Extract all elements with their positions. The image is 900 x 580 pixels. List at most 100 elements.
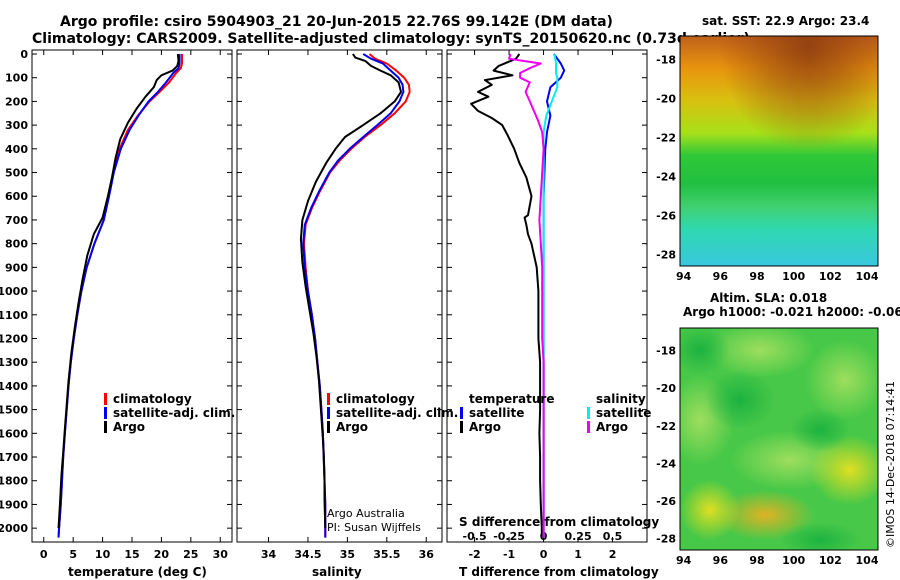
salinity-panel-frame <box>236 49 443 543</box>
depth-tick-label: 700 <box>5 214 28 227</box>
series-line-salinity-satellite <box>542 53 559 538</box>
legend-swatch-s-satellite <box>587 407 590 419</box>
map-y-tick-label: -26 <box>656 495 676 508</box>
s-diff-tick-label: 0.5 <box>603 530 623 543</box>
x-tick-label: 30 <box>213 548 229 561</box>
difference-legend: temperature salinity satellite Argo sate… <box>460 392 651 434</box>
sst-map-frame <box>679 35 879 267</box>
map-x-tick-label: 94 <box>676 270 692 283</box>
depth-tick-label: 600 <box>5 190 28 203</box>
difference-axis-label: T difference from climatology <box>459 565 659 579</box>
depth-tick-label: 1300 <box>0 356 28 369</box>
legend-swatch-t-argo <box>460 421 463 433</box>
legend-label-satellite-adj: satellite-adj. clim. <box>113 406 235 420</box>
depth-tick-label: 1100 <box>0 309 28 322</box>
x-tick-label: 10 <box>95 548 111 561</box>
sla-patch <box>680 480 740 540</box>
legend-label-s-satellite: satellite <box>596 406 651 420</box>
legend-label-argo: Argo <box>113 420 145 434</box>
depth-tick-label: 1000 <box>0 285 28 298</box>
depth-tick-label: 300 <box>5 119 28 132</box>
x-tick-label: -1 <box>503 548 515 561</box>
x-tick-label: 25 <box>183 548 198 561</box>
series-line-climatology <box>57 54 183 538</box>
legend-swatch-argo <box>327 421 330 433</box>
depth-tick-label: 1600 <box>0 427 28 440</box>
map-y-tick-label: -26 <box>656 209 676 222</box>
map-y-tick-label: -24 <box>656 170 676 183</box>
x-tick-label: 1 <box>574 548 582 561</box>
legend-swatch-climatology <box>104 393 107 405</box>
x-tick-label: -2 <box>468 548 480 561</box>
map-y-tick-label: -18 <box>656 345 676 358</box>
series-line-satellite-adj-clim- <box>57 54 181 538</box>
salinity-axis-label: salinity <box>312 565 362 579</box>
map-y-tick-label: -18 <box>656 53 676 66</box>
legend-swatch-argo <box>104 421 107 433</box>
map-y-tick-label: -22 <box>656 420 676 433</box>
depth-tick-label: 100 <box>5 72 28 85</box>
sst-heatmap <box>680 36 878 266</box>
series-line-climatology <box>303 53 411 538</box>
map-y-tick-label: -24 <box>656 457 676 470</box>
series-line-satellite-adj-clim- <box>302 53 405 538</box>
legend-header-temperature: temperature <box>469 392 554 406</box>
depth-tick-label: 200 <box>5 95 28 108</box>
series-line-argo <box>299 53 402 529</box>
depth-tick-label: 1500 <box>0 404 28 417</box>
map-y-tick-label: -20 <box>656 382 676 395</box>
depth-tick-label: 1200 <box>0 332 28 345</box>
depth-tick-label: 1700 <box>0 451 28 464</box>
credit-line1: Argo Australia <box>327 507 405 520</box>
imos-timestamp: ©IMOS 14-Dec-2018 07:14:41 <box>884 381 897 548</box>
s-diff-tick-label: -0.5 <box>463 530 487 543</box>
temperature-legend: climatology satellite-adj. clim. Argo <box>104 392 235 434</box>
x-tick-label: 0 <box>40 548 48 561</box>
map-x-tick-label: 102 <box>819 554 842 567</box>
legend-header-salinity: salinity <box>596 392 646 406</box>
depth-tick-label: 2000 <box>0 522 28 535</box>
x-tick-label: 5 <box>69 548 77 561</box>
x-tick-label: 2 <box>609 548 617 561</box>
sla-patch <box>705 328 815 378</box>
map-y-tick-label: -28 <box>656 248 676 261</box>
depth-tick-label: 500 <box>5 167 28 180</box>
map-y-tick-label: -22 <box>656 131 676 144</box>
x-tick-label: 36 <box>419 548 435 561</box>
map-y-tick-label: -20 <box>656 92 676 105</box>
figure-title-line2: Climatology: CARS2009. Satellite-adjuste… <box>32 31 750 47</box>
x-tick-label: 15 <box>124 548 139 561</box>
s-diff-tick-label: -0.25 <box>493 530 525 543</box>
depth-tick-label: 400 <box>5 143 28 156</box>
map-x-tick-label: 98 <box>749 554 764 567</box>
credit-line2: PI: Susan Wijffels <box>327 521 421 534</box>
series-line-temperature-argo <box>470 53 543 538</box>
map-x-tick-label: 94 <box>676 554 692 567</box>
map-x-tick-label: 98 <box>749 270 764 283</box>
difference-panel-frame <box>446 49 648 543</box>
s-difference-axis-label: S difference from climatology <box>459 515 659 529</box>
legend-label-climatology: climatology <box>113 392 192 406</box>
sla-patch <box>705 370 775 430</box>
legend-swatch-t-satellite <box>460 407 463 419</box>
map-x-tick-label: 100 <box>782 270 805 283</box>
x-tick-label: 34.5 <box>294 548 321 561</box>
depth-tick-label: 1400 <box>0 380 28 393</box>
sla-patch <box>805 340 878 420</box>
legend-label-t-satellite: satellite <box>469 406 524 420</box>
sla-map-title: Altim. SLA: 0.018 <box>710 291 827 305</box>
s-diff-tick-label: 0.25 <box>564 530 591 543</box>
depth-tick-label: 0 <box>20 48 28 61</box>
legend-label-climatology: climatology <box>336 392 415 406</box>
legend-label-s-argo: Argo <box>596 420 628 434</box>
x-tick-label: 20 <box>154 548 170 561</box>
temperature-axis-label: temperature (deg C) <box>68 565 207 579</box>
sla-patch <box>790 408 850 452</box>
depth-tick-label: 800 <box>5 238 28 251</box>
legend-label-t-argo: Argo <box>469 420 501 434</box>
map-x-tick-label: 104 <box>856 554 879 567</box>
map-x-tick-label: 104 <box>856 270 879 283</box>
depth-tick-label: 1800 <box>0 475 28 488</box>
depth-tick-label: 1900 <box>0 498 28 511</box>
